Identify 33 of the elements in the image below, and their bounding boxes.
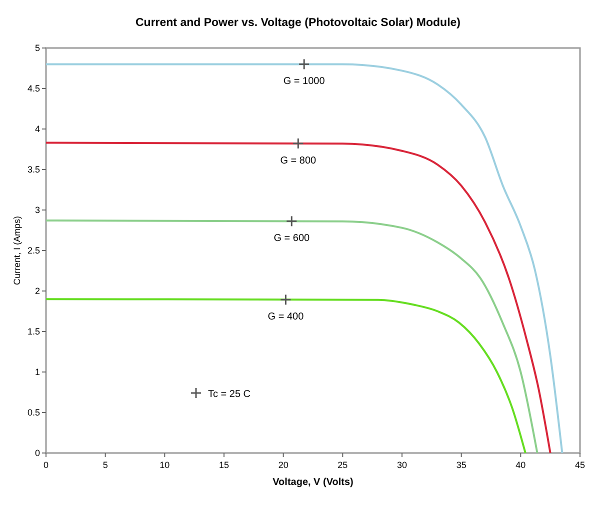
y-tick-label: 5 bbox=[34, 43, 40, 53]
line-series bbox=[45, 63, 564, 454]
y-tick-label: 2.5 bbox=[27, 246, 40, 256]
x-tick-label: 30 bbox=[396, 460, 408, 470]
y-tick-label: 2 bbox=[34, 286, 40, 296]
y-axis-title: Current, I (Amps) bbox=[12, 216, 22, 286]
y-tick-label: 3 bbox=[34, 205, 40, 215]
x-tick-label: 45 bbox=[574, 460, 586, 470]
y-tick-label: 0.5 bbox=[27, 408, 40, 418]
series-label: G = 400 bbox=[268, 312, 304, 323]
x-tick-label: 40 bbox=[516, 460, 526, 470]
x-tick-label: 35 bbox=[456, 460, 466, 470]
series-label: G = 600 bbox=[274, 233, 310, 244]
y-tick-label: 0 bbox=[34, 448, 40, 458]
x-axis-title: Voltage, V (Volts) bbox=[272, 477, 354, 488]
y-tick-label: 4 bbox=[34, 124, 40, 134]
x-tick-label: 5 bbox=[102, 460, 108, 470]
y-tick-label: 3.5 bbox=[27, 164, 40, 174]
line-series bbox=[45, 142, 552, 454]
line-series bbox=[45, 298, 526, 454]
x-tick-label: 25 bbox=[338, 460, 348, 470]
line-series bbox=[45, 220, 538, 454]
x-tick-label: 10 bbox=[160, 460, 170, 470]
series-label: G = 1000 bbox=[283, 76, 326, 88]
y-tick-label: 1.5 bbox=[27, 326, 40, 336]
y-tick-label: 4.5 bbox=[27, 84, 40, 94]
x-tick-label: 20 bbox=[278, 460, 288, 470]
y-tick-label: 1 bbox=[34, 367, 40, 377]
series-label: G = 800 bbox=[280, 155, 317, 166]
x-tick-label: 0 bbox=[43, 460, 49, 470]
x-tick-label: 15 bbox=[218, 460, 230, 470]
annotation: Tc = 25 C bbox=[208, 389, 251, 400]
chart-title: Current and Power vs. Voltage (Photovoltaic Solar) Module) bbox=[135, 17, 461, 29]
